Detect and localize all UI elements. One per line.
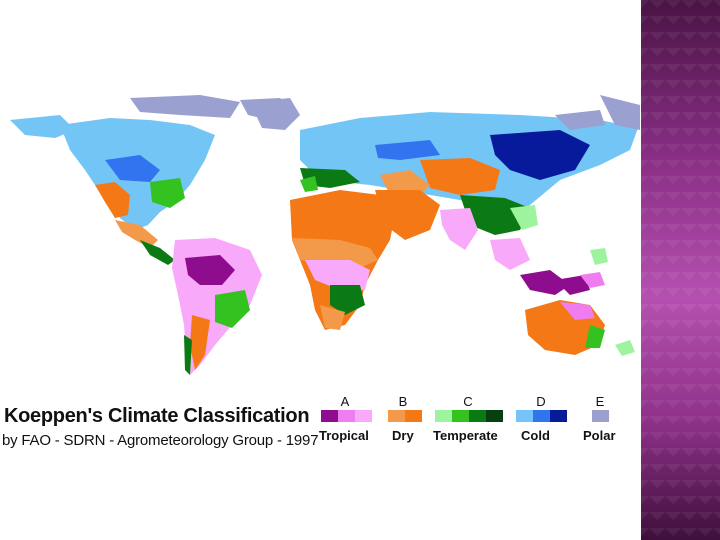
legend-name-dry: Dry xyxy=(392,428,414,443)
greenland xyxy=(250,98,608,265)
legend-swatch-d2 xyxy=(533,410,550,422)
decorative-side-band xyxy=(641,0,720,540)
australia xyxy=(525,300,635,356)
legend-name-temperate: Temperate xyxy=(433,428,498,443)
legend-swatch-c1 xyxy=(435,410,452,422)
legend-swatch-a3 xyxy=(355,410,372,422)
legend-swatch-b2 xyxy=(405,410,422,422)
legend-swatch-d1 xyxy=(516,410,533,422)
legend-swatch-b1 xyxy=(388,410,405,422)
map-title: Koeppen's Climate Classification xyxy=(4,405,310,427)
south-america xyxy=(172,238,262,375)
north-america xyxy=(10,95,295,265)
legend-letter-e: E xyxy=(595,394,605,409)
legend-name-tropical: Tropical xyxy=(319,428,369,443)
legend-swatch-d3 xyxy=(550,410,567,422)
legend-letter-a: A xyxy=(340,394,350,409)
legend-swatch-a1 xyxy=(321,410,338,422)
slide: Koeppen's Climate Classification by FAO … xyxy=(2,95,640,452)
legend-name-cold: Cold xyxy=(521,428,550,443)
legend-letter-b: B xyxy=(398,394,408,409)
legend-swatch-c4 xyxy=(486,410,503,422)
legend-name-polar: Polar xyxy=(583,428,616,443)
legend-swatch-a2 xyxy=(338,410,355,422)
eurasia xyxy=(300,95,640,235)
world-climate-map xyxy=(10,95,640,375)
legend: A Tropical B Dry C Temperate D Cold E Po… xyxy=(316,392,626,452)
legend-swatch-c3 xyxy=(469,410,486,422)
legend-letter-c: C xyxy=(463,394,473,409)
legend-swatch-e1 xyxy=(592,410,609,422)
map-subtitle: by FAO - SDRN - Agrometeorology Group - … xyxy=(2,432,319,449)
africa xyxy=(290,190,395,330)
legend-letter-d: D xyxy=(536,394,546,409)
legend-swatch-c2 xyxy=(452,410,469,422)
